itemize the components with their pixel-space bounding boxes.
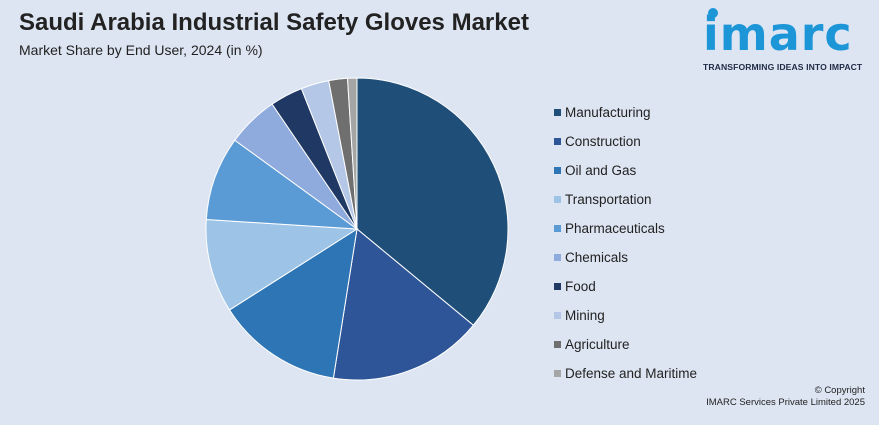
legend-swatch	[554, 109, 561, 116]
pie-slice-manufacturing	[356, 77, 509, 326]
legend-swatch	[554, 312, 561, 319]
legend-swatch	[554, 225, 561, 232]
chart-subtitle: Market Share by End User, 2024 (in %)	[19, 42, 263, 58]
legend-item-construction: Construction	[554, 127, 697, 156]
copyright-owner: IMARC Services Private Limited 2025	[706, 397, 865, 408]
legend-label: Food	[565, 279, 596, 294]
imarc-logo: imarc TRANSFORMING IDEAS INTO IMPACT	[703, 8, 873, 72]
legend-item-transportation: Transportation	[554, 185, 697, 214]
legend-label: Transportation	[565, 192, 652, 207]
logo-tagline: TRANSFORMING IDEAS INTO IMPACT	[703, 62, 863, 72]
pie-slice-oil-and-gas	[228, 227, 358, 379]
legend-item-manufacturing: Manufacturing	[554, 98, 697, 127]
chart-legend: Manufacturing Construction Oil and Gas Tran…	[554, 98, 697, 388]
legend-label: Defense and Maritime	[565, 366, 698, 381]
legend-item-pharmaceuticals: Pharmaceuticals	[554, 214, 697, 243]
legend-label: Mining	[565, 308, 605, 323]
pie-slice-defense-and-maritime	[346, 77, 358, 230]
legend-swatch	[554, 370, 561, 377]
legend-item-food: Food	[554, 272, 697, 301]
legend-swatch	[554, 283, 561, 290]
legend-item-defense-and-maritime: Defense and Maritime	[554, 359, 697, 388]
chart-title: Saudi Arabia Industrial Safety Gloves Ma…	[19, 9, 529, 36]
legend-label: Pharmaceuticals	[565, 221, 665, 236]
pie-slice-transportation	[205, 218, 359, 311]
legend-swatch	[554, 341, 561, 348]
legend-label: Construction	[565, 134, 641, 149]
legend-label: Agriculture	[565, 337, 630, 352]
legend-swatch	[554, 196, 561, 203]
pie-slice-pharmaceuticals	[205, 139, 359, 230]
logo-wordmark: imarc	[703, 7, 853, 61]
legend-item-chemicals: Chemicals	[554, 243, 697, 272]
legend-swatch	[554, 254, 561, 261]
legend-swatch	[554, 138, 561, 145]
legend-label: Chemicals	[565, 250, 629, 265]
pie-slice-construction	[332, 228, 475, 381]
legend-label: Manufacturing	[565, 105, 651, 120]
legend-item-agriculture: Agriculture	[554, 330, 697, 359]
legend-item-oil-and-gas: Oil and Gas	[554, 156, 697, 185]
legend-swatch	[554, 167, 561, 174]
logo-dot-icon	[708, 8, 718, 18]
legend-item-mining: Mining	[554, 301, 697, 330]
legend-label: Oil and Gas	[565, 163, 637, 178]
copyright-line: © Copyright	[814, 385, 865, 396]
copyright-footer: © Copyright IMARC Services Private Limit…	[706, 385, 865, 409]
